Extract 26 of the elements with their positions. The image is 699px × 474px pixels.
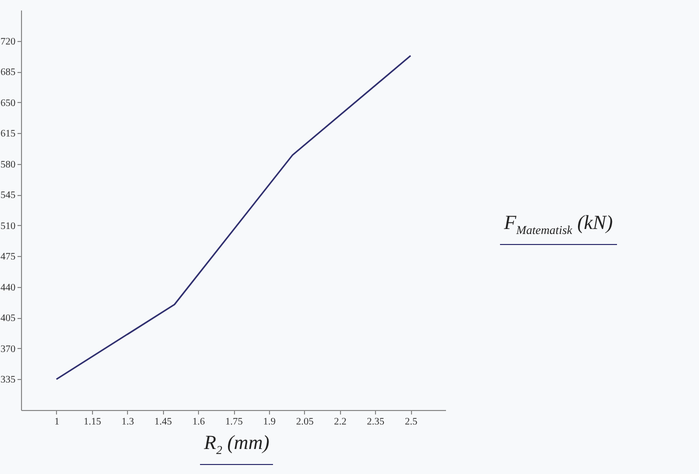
line-series: [56, 54, 412, 380]
x-tick-label: 1.6: [192, 416, 205, 428]
y-tick-label: 615: [0, 128, 16, 140]
y-tick-label: 440: [0, 282, 16, 294]
y-tick-label: 475: [0, 252, 16, 263]
y-tick-label: 650: [0, 98, 16, 109]
y-tick-label: 545: [0, 190, 16, 202]
y-tick-label: 685: [0, 67, 16, 78]
x-tick-label: 2.35: [366, 416, 384, 428]
x-axis-title: R$_{2}$ (mm): [200, 432, 274, 465]
x-tick-label: 2.05: [296, 416, 314, 428]
y-tick-label: 405: [0, 313, 16, 324]
y-tick-label: 580: [0, 159, 16, 170]
y-axis-title: F$_{Matematisk}$ (kN): [500, 212, 617, 245]
x-tick-label: 1.3: [122, 416, 134, 428]
x-tick-label: 1.9: [263, 416, 276, 428]
y-tick-label: 720: [0, 36, 16, 48]
x-tick-label: 1.15: [84, 416, 102, 428]
x-tick-label: 1: [54, 416, 60, 428]
y-tick-label: 335: [0, 374, 16, 386]
y-tick-label: 510: [0, 220, 16, 232]
y-tick-label: 370: [0, 344, 16, 355]
x-tick-label: 2.2: [334, 416, 346, 428]
x-tick-label: 2.5: [404, 416, 418, 428]
x-tick-label: 1.75: [225, 416, 243, 428]
x-tick-label: 1.45: [154, 416, 172, 428]
